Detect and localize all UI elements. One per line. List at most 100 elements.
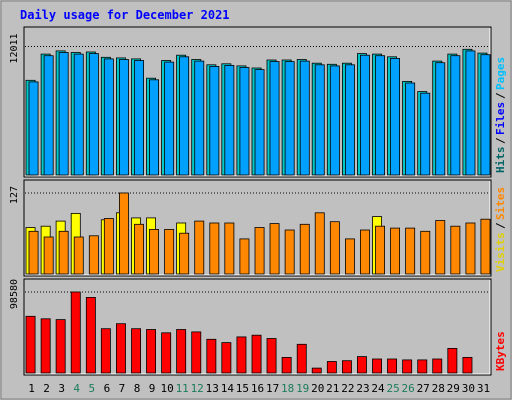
- kbytes-bar-day-23: [356, 356, 367, 374]
- sites-bar-day-16: [254, 227, 265, 275]
- kbytes-bar-day-3: [55, 319, 66, 374]
- kbytes-bar-day-25: [387, 358, 398, 374]
- files-bar-day-27: [420, 92, 431, 176]
- kbytes-bar-day-24: [372, 358, 383, 374]
- x-label-day-23: 23: [356, 382, 369, 395]
- sites-bar-day-1: [28, 230, 39, 275]
- legend-pages: Pages: [494, 57, 507, 90]
- sites-bar-day-19: [299, 223, 310, 275]
- files-bar-day-2: [43, 55, 54, 176]
- kbytes-bar-day-28: [432, 358, 443, 374]
- kbytes-bar-day-13: [206, 338, 217, 374]
- sites-bar-day-24: [375, 225, 386, 275]
- kbytes-bar-day-20: [311, 367, 322, 374]
- legend-separator: /: [494, 92, 507, 99]
- x-label-day-14: 14: [221, 382, 235, 395]
- files-bar-day-3: [58, 52, 69, 176]
- x-label-day-31: 31: [477, 382, 490, 395]
- visits-sites-ymax-label: 127: [9, 186, 20, 204]
- hits-files-pages-ymax-label: 12011: [9, 33, 20, 63]
- x-label-day-12: 12: [191, 382, 204, 395]
- kbytes-bar-day-2: [40, 318, 51, 374]
- x-label-day-11: 11: [176, 382, 189, 395]
- files-bar-day-16: [254, 69, 265, 176]
- x-label-day-16: 16: [251, 382, 264, 395]
- x-label-day-26: 26: [401, 382, 414, 395]
- sites-bar-day-25: [390, 227, 401, 275]
- sites-bar-day-13: [209, 222, 220, 275]
- legend-separator: /: [494, 137, 507, 144]
- files-bar-day-21: [329, 65, 340, 176]
- files-bar-day-31: [480, 54, 491, 176]
- sites-bar-day-27: [420, 230, 431, 275]
- x-label-day-5: 5: [88, 382, 95, 395]
- sites-bar-day-22: [344, 238, 355, 275]
- x-label-day-7: 7: [119, 382, 126, 395]
- sites-bar-day-7: [119, 192, 129, 275]
- kbytes-bar-day-17: [266, 338, 277, 374]
- kbytes-bar-day-19: [296, 343, 307, 374]
- kbytes-bar-day-16: [251, 334, 262, 374]
- legend-visits: Visits: [494, 232, 507, 272]
- sites-bar-day-20: [314, 212, 325, 275]
- x-label-day-4: 4: [73, 382, 80, 395]
- sites-bar-day-17: [269, 223, 280, 275]
- x-label-day-13: 13: [206, 382, 219, 395]
- files-bar-day-24: [375, 55, 386, 176]
- x-label-day-22: 22: [341, 382, 354, 395]
- legend-separator: /: [494, 222, 507, 229]
- sites-bar-day-23: [359, 229, 370, 275]
- files-bar-day-25: [390, 58, 401, 176]
- sites-bar-day-14: [224, 222, 235, 275]
- sites-bar-day-29: [450, 225, 461, 275]
- kbytes-bar-day-12: [191, 331, 202, 374]
- chart-title: Daily usage for December 2021: [20, 8, 230, 22]
- x-label-day-18: 18: [281, 382, 294, 395]
- sites-bar-day-30: [465, 222, 476, 275]
- kbytes-ymax-label: 98580: [9, 279, 20, 309]
- sites-bar-day-18: [284, 229, 295, 275]
- kbytes-bar-day-15: [236, 336, 247, 374]
- files-bar-day-15: [239, 67, 250, 176]
- sites-bar-day-4: [73, 236, 84, 275]
- files-bar-day-12: [194, 60, 205, 176]
- x-label-day-3: 3: [58, 382, 65, 395]
- sites-bar-day-12: [194, 220, 205, 275]
- sites-bar-day-6: [103, 218, 114, 275]
- x-label-day-29: 29: [447, 382, 460, 395]
- files-bar-day-6: [103, 58, 114, 176]
- files-bar-day-11: [179, 56, 190, 176]
- visits-sites-panel: 127 Visits / Sites: [9, 179, 507, 277]
- sites-bar-day-31: [480, 218, 491, 275]
- sites-bar-day-11: [179, 232, 190, 275]
- kbytes-bar-day-6: [100, 328, 111, 374]
- sites-bar-day-9: [149, 228, 160, 275]
- x-label-day-15: 15: [236, 382, 249, 395]
- x-label-day-19: 19: [296, 382, 309, 395]
- x-label-day-8: 8: [134, 382, 141, 395]
- kbytes-bar-day-27: [417, 359, 428, 374]
- kbytes-bar-day-18: [281, 356, 292, 374]
- kbytes-bar-day-21: [326, 361, 337, 374]
- kbytes-bar-day-11: [176, 329, 187, 374]
- kbytes-bar-day-14: [221, 342, 232, 374]
- files-bar-day-22: [344, 64, 355, 176]
- files-bar-day-19: [299, 60, 310, 176]
- x-label-day-27: 27: [417, 382, 430, 395]
- files-bar-day-1: [28, 81, 39, 176]
- files-bar-day-17: [269, 61, 280, 176]
- kbytes-bar-day-29: [447, 347, 458, 374]
- x-label-day-9: 9: [149, 382, 156, 395]
- kbytes-bar-day-5: [85, 296, 96, 374]
- chart-panels: 12011 Hits / Files / Pages 127 Visits / Sites 9858…: [9, 26, 507, 376]
- kbytes-bar-day-4: [70, 291, 81, 374]
- files-bar-day-5: [88, 53, 99, 176]
- visits-sites-legend: Visits / Sites: [494, 187, 507, 272]
- x-label-day-1: 1: [28, 382, 35, 395]
- files-bar-day-7: [119, 59, 129, 176]
- x-label-day-25: 25: [386, 382, 399, 395]
- x-label-day-21: 21: [326, 382, 339, 395]
- hits-files-pages-panel: 12011 Hits / Files / Pages: [9, 26, 507, 178]
